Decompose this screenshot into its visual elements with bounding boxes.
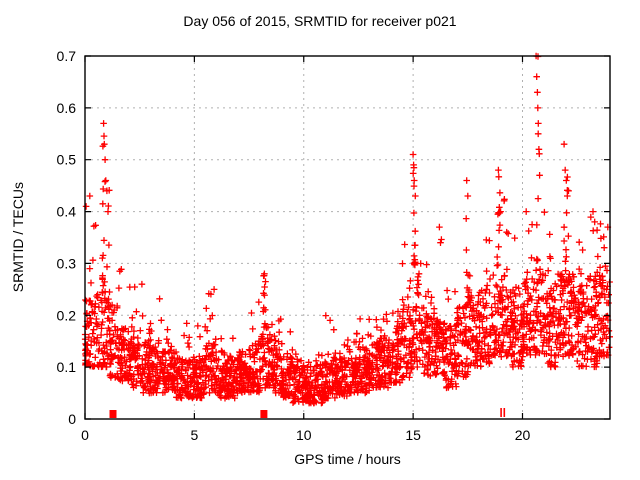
zero-square-marker — [260, 410, 268, 418]
y-tick-label: 0.3 — [57, 255, 77, 271]
chart-title: Day 056 of 2015, SRMTID for receiver p02… — [183, 13, 457, 29]
x-tick-label: 5 — [190, 427, 198, 443]
x-tick-label: 20 — [515, 427, 531, 443]
x-tick-label: 10 — [296, 427, 312, 443]
y-tick-label: 0.2 — [57, 307, 77, 323]
y-tick-label: 0 — [68, 411, 76, 427]
x-tick-label: 0 — [81, 427, 89, 443]
grid-lines — [85, 56, 610, 419]
y-tick-label: 0.1 — [57, 359, 77, 375]
zero-bar-marker — [500, 408, 502, 417]
y-tick-label: 0.7 — [57, 48, 77, 64]
y-tick-label: 0.5 — [57, 152, 77, 168]
y-tick-label: 0.6 — [57, 100, 77, 116]
zero-square-marker — [109, 410, 117, 418]
plot-border — [84, 55, 611, 420]
x-axis-label: GPS time / hours — [294, 451, 401, 467]
y-tick-label: 0.4 — [57, 204, 77, 220]
zero-bar-marker — [503, 408, 506, 417]
scatter-points — [81, 52, 613, 407]
x-tick-label: 15 — [405, 427, 421, 443]
